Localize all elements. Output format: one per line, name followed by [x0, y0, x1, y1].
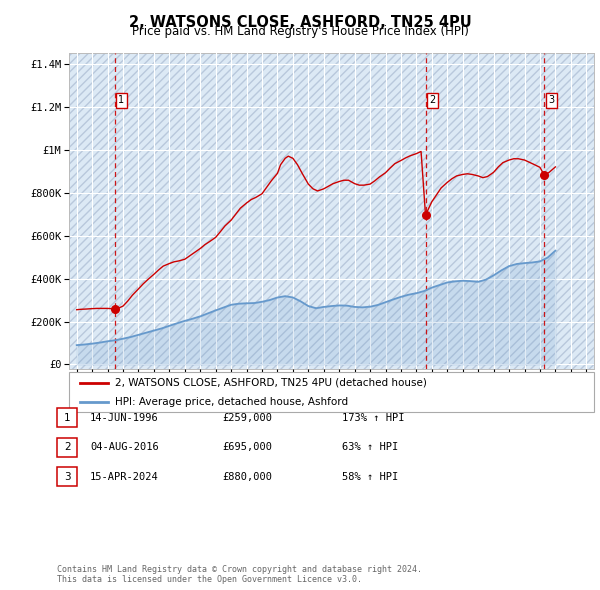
Text: 58% ↑ HPI: 58% ↑ HPI — [342, 472, 398, 481]
Text: 2: 2 — [430, 96, 436, 106]
Text: 1: 1 — [118, 96, 125, 106]
Text: 2: 2 — [64, 442, 71, 452]
Text: 3: 3 — [64, 472, 71, 481]
Text: 63% ↑ HPI: 63% ↑ HPI — [342, 442, 398, 452]
Text: £880,000: £880,000 — [222, 472, 272, 481]
Text: 15-APR-2024: 15-APR-2024 — [90, 472, 159, 481]
Text: 173% ↑ HPI: 173% ↑ HPI — [342, 413, 404, 422]
Text: Contains HM Land Registry data © Crown copyright and database right 2024.
This d: Contains HM Land Registry data © Crown c… — [57, 565, 422, 584]
Text: HPI: Average price, detached house, Ashford: HPI: Average price, detached house, Ashf… — [115, 397, 349, 407]
Text: Price paid vs. HM Land Registry's House Price Index (HPI): Price paid vs. HM Land Registry's House … — [131, 25, 469, 38]
Text: 2, WATSONS CLOSE, ASHFORD, TN25 4PU: 2, WATSONS CLOSE, ASHFORD, TN25 4PU — [128, 15, 472, 30]
Text: 3: 3 — [548, 96, 554, 106]
Text: 2, WATSONS CLOSE, ASHFORD, TN25 4PU (detached house): 2, WATSONS CLOSE, ASHFORD, TN25 4PU (det… — [115, 378, 427, 388]
Text: 14-JUN-1996: 14-JUN-1996 — [90, 413, 159, 422]
Text: 04-AUG-2016: 04-AUG-2016 — [90, 442, 159, 452]
Text: £695,000: £695,000 — [222, 442, 272, 452]
Text: £259,000: £259,000 — [222, 413, 272, 422]
Text: 1: 1 — [64, 413, 71, 422]
